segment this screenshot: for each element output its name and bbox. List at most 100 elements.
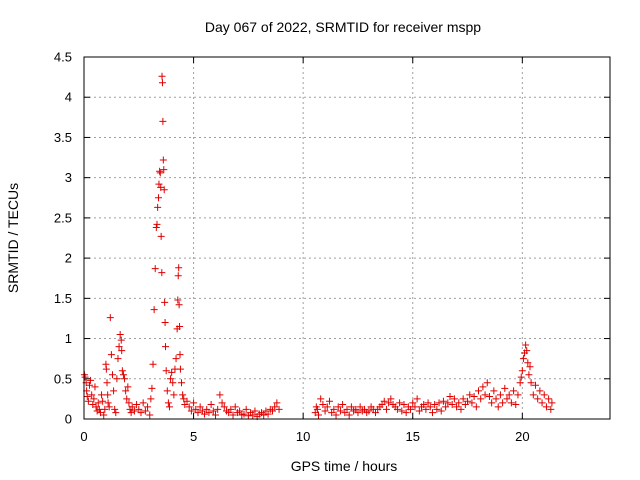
data-point <box>108 371 116 379</box>
data-point <box>127 409 135 417</box>
data-point <box>216 391 224 399</box>
data-point <box>499 399 507 407</box>
chart-title: Day 067 of 2022, SRMTID for receiver msp… <box>205 19 481 35</box>
data-point <box>104 399 112 407</box>
data-point <box>409 399 417 407</box>
data-point <box>334 403 342 411</box>
y-tick-label: 0 <box>65 412 72 427</box>
data-point <box>178 379 186 387</box>
data-point <box>107 351 115 359</box>
y-tick-label: 2 <box>65 251 72 266</box>
data-point <box>264 410 272 418</box>
data-point <box>148 384 156 392</box>
data-point <box>152 224 160 232</box>
data-point <box>99 397 107 405</box>
data-point <box>470 392 478 400</box>
data-point <box>102 365 110 373</box>
data-point <box>137 409 145 417</box>
data-point <box>158 79 166 87</box>
data-point <box>155 194 163 202</box>
data-point <box>158 72 166 80</box>
data-point <box>411 403 419 411</box>
data-point <box>154 203 162 211</box>
data-point <box>271 403 279 411</box>
data-point <box>477 395 485 403</box>
data-point <box>439 397 447 405</box>
data-point <box>455 399 463 407</box>
data-point <box>415 407 423 415</box>
data-point <box>347 403 355 411</box>
data-point <box>315 411 323 419</box>
x-tick-label: 20 <box>515 429 529 444</box>
data-point <box>165 403 173 411</box>
data-point <box>201 410 209 418</box>
data-point <box>156 167 164 175</box>
y-tick-label: 1.5 <box>54 291 72 306</box>
data-point <box>433 405 441 413</box>
data-point <box>183 397 191 405</box>
x-tick-label: 5 <box>190 429 197 444</box>
data-point <box>170 391 178 399</box>
data-point <box>212 411 219 419</box>
grid <box>84 57 610 419</box>
data-point <box>325 397 333 405</box>
data-point <box>402 409 410 417</box>
data-point <box>422 405 430 413</box>
data-point <box>523 347 531 355</box>
data-point <box>174 296 182 304</box>
data-point <box>251 407 259 415</box>
y-axis-label: SRMTID / TECUs <box>5 183 21 293</box>
data-point <box>343 405 351 413</box>
data-point <box>115 343 123 351</box>
data-point <box>151 265 159 273</box>
data-point <box>98 391 106 399</box>
data-point <box>220 403 228 411</box>
data-point <box>512 401 520 409</box>
data-point <box>398 407 406 415</box>
data-point <box>207 401 215 409</box>
data-point <box>146 411 154 419</box>
data-point <box>536 387 544 395</box>
data-point <box>155 180 163 188</box>
data-point <box>354 409 362 417</box>
data-point <box>161 298 169 306</box>
data-series-mspp <box>80 72 556 421</box>
data-point <box>160 166 168 174</box>
data-point <box>330 405 338 413</box>
data-point <box>323 403 331 411</box>
data-point <box>231 403 239 411</box>
data-point <box>133 401 141 409</box>
data-point <box>319 401 327 409</box>
data-point <box>517 373 525 381</box>
data-point <box>382 405 390 413</box>
data-point <box>538 399 546 407</box>
data-point <box>156 169 164 177</box>
data-point <box>527 379 535 387</box>
data-point <box>453 403 461 411</box>
data-point <box>380 397 388 405</box>
y-tick-label: 3 <box>65 170 72 185</box>
y-tick-label: 4 <box>65 90 72 105</box>
data-point <box>179 391 187 399</box>
data-point <box>118 367 126 375</box>
data-point <box>420 401 428 409</box>
data-point <box>485 392 493 400</box>
data-point <box>141 407 149 415</box>
data-point <box>124 383 132 391</box>
data-point <box>175 264 183 272</box>
data-point <box>164 399 172 407</box>
data-point <box>81 373 89 381</box>
plot-frame <box>83 56 611 420</box>
data-point <box>396 399 404 407</box>
data-point <box>118 347 126 355</box>
data-point <box>479 383 487 391</box>
data-point <box>176 365 184 373</box>
x-tick-label: 15 <box>406 429 420 444</box>
data-point <box>157 232 165 240</box>
data-point <box>187 407 195 415</box>
data-point <box>162 367 170 375</box>
data-point <box>542 403 550 411</box>
data-point <box>218 399 226 407</box>
data-point <box>435 399 443 407</box>
data-point <box>236 407 244 415</box>
